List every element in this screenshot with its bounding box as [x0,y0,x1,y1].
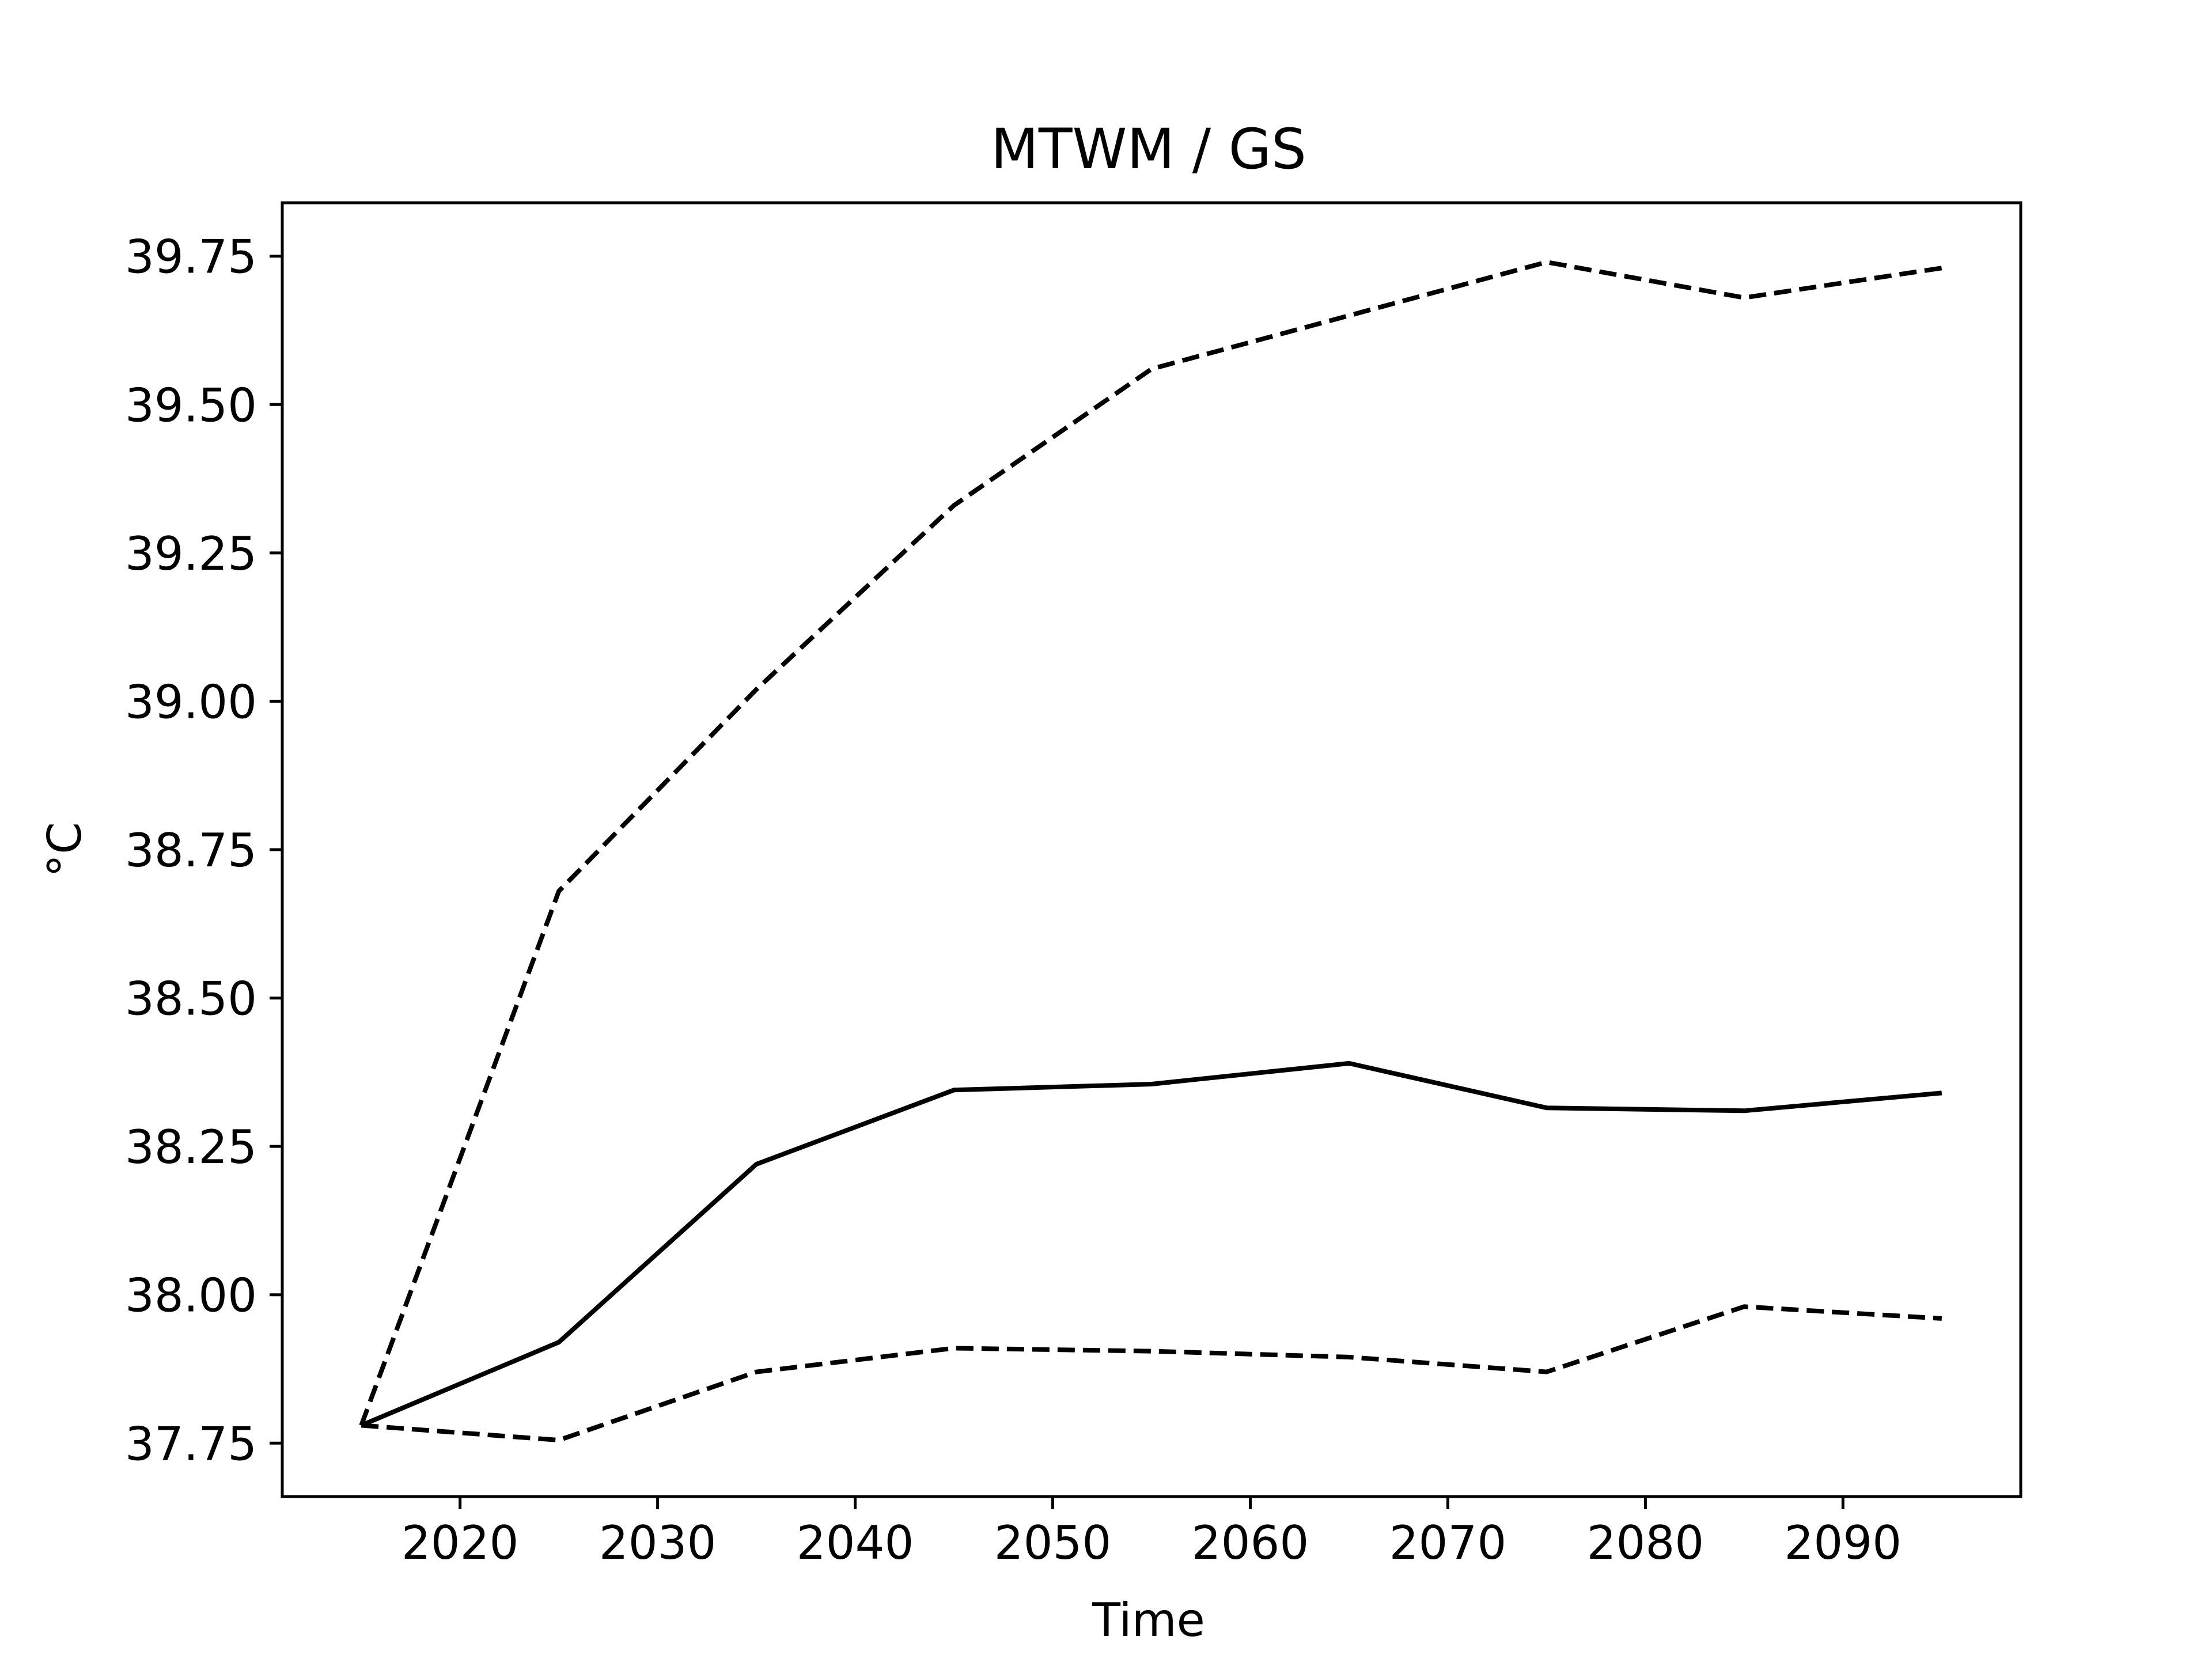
y-tick-label: 38.75 [125,824,257,877]
y-tick-label: 38.25 [125,1120,257,1174]
y-axis-label: °C [38,822,92,877]
x-tick-label: 2030 [599,1516,717,1570]
x-axis: 2020 2030 2040 2050 2060 2070 2080 2090 [402,1497,1902,1570]
y-tick-label: 38.50 [125,972,257,1026]
lower-bound-series-line [361,1304,1942,1443]
y-tick-label: 39.25 [125,527,257,581]
x-tick-label: 2050 [994,1516,1112,1570]
y-axis: 37.75 38.00 38.25 38.50 38.75 39.00 39.25 39.50… [125,230,282,1471]
upper-bound-series-line [359,260,1942,1426]
x-tick-label: 2070 [1389,1516,1507,1570]
x-tick-label: 2090 [1785,1516,1902,1570]
x-tick-label: 2020 [402,1516,519,1570]
y-tick-label: 37.75 [125,1417,257,1471]
y-tick-label: 39.50 [125,378,257,432]
x-tick-label: 2040 [797,1516,914,1570]
x-tick-label: 2080 [1587,1516,1705,1570]
y-tick-label: 39.75 [125,230,257,284]
x-axis-label: Time [1092,1593,1205,1647]
y-tick-label: 39.00 [125,675,257,729]
chart-title: MTWM / GS [991,117,1306,181]
mean-series-line [360,1060,1942,1428]
x-tick-label: 2060 [1192,1516,1309,1570]
series-layer [359,260,1942,1443]
y-tick-label: 38.00 [125,1269,257,1323]
